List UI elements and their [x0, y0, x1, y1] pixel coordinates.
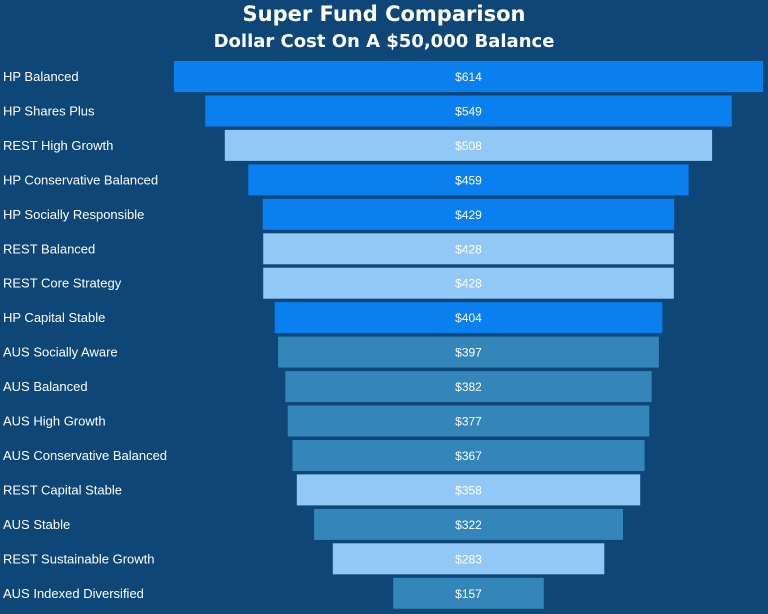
value-label: $157 — [455, 587, 482, 601]
funnel-bar[interactable] — [285, 371, 652, 403]
category-label: REST High Growth — [3, 138, 113, 153]
value-label: $382 — [455, 380, 482, 394]
category-label: AUS Indexed Diversified — [3, 586, 144, 601]
value-label: $429 — [455, 208, 482, 222]
funnel-bar[interactable] — [174, 61, 763, 92]
funnel-bar[interactable] — [278, 336, 659, 368]
category-label: REST Core Strategy — [3, 276, 122, 291]
funnel-bar[interactable] — [205, 95, 732, 127]
category-label: REST Balanced — [3, 241, 95, 256]
funnel-bar[interactable] — [263, 267, 674, 299]
funnel-bar[interactable] — [314, 508, 623, 540]
category-label: AUS Balanced — [3, 379, 88, 394]
category-label: AUS Conservative Balanced — [3, 448, 167, 463]
value-label: $377 — [455, 415, 482, 429]
category-label: AUS Socially Aware — [3, 345, 118, 360]
category-label: REST Sustainable Growth — [3, 551, 155, 566]
category-label: HP Capital Stable — [3, 310, 105, 325]
value-label: $322 — [455, 518, 482, 532]
funnel-bar[interactable] — [224, 129, 713, 161]
funnel-bar[interactable] — [332, 543, 605, 575]
value-label: $508 — [455, 139, 482, 153]
chart-subtitle: Dollar Cost On A $50,000 Balance — [213, 31, 555, 52]
category-label: HP Balanced — [3, 69, 79, 84]
category-label: HP Shares Plus — [3, 104, 95, 119]
category-label: AUS Stable — [3, 517, 70, 532]
funnel-bar[interactable] — [274, 302, 663, 334]
value-label: $428 — [455, 242, 482, 256]
funnel-bar[interactable] — [393, 577, 544, 609]
value-label: $428 — [455, 277, 482, 291]
value-label: $614 — [455, 70, 482, 84]
value-label: $367 — [455, 449, 482, 463]
category-label: AUS High Growth — [3, 414, 106, 429]
funnel-bar[interactable] — [262, 198, 675, 230]
value-label: $459 — [455, 173, 482, 187]
value-label: $404 — [455, 311, 482, 325]
funnel-bar[interactable] — [248, 164, 689, 196]
value-label: $397 — [455, 346, 482, 360]
value-label: $549 — [455, 105, 482, 119]
funnel-bar[interactable] — [287, 405, 650, 437]
value-label: $283 — [455, 552, 482, 566]
chart-title: Super Fund Comparison — [242, 2, 526, 26]
value-label: $358 — [455, 483, 482, 497]
category-label: HP Conservative Balanced — [3, 172, 158, 187]
category-label: REST Capital Stable — [3, 482, 122, 497]
funnel-bar[interactable] — [292, 440, 645, 471]
category-label: HP Socially Responsible — [3, 207, 144, 222]
funnel-bar[interactable] — [296, 474, 641, 506]
funnel-bar[interactable] — [263, 233, 674, 265]
